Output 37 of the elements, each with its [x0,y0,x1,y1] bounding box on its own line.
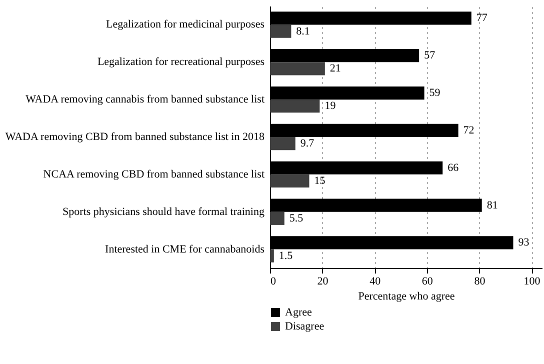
data-label: 77 [476,12,488,24]
data-label: 5.5 [289,212,304,224]
x-tick-label: 20 [317,276,329,288]
bar [270,100,320,113]
data-label: 66 [448,162,460,174]
x-tick-label: 60 [422,276,434,288]
data-label: 15 [314,174,326,187]
y-tick-label: Legalization for medicinal purposes [106,18,264,31]
bar [270,62,325,76]
y-tick-label: WADA removing cannabis from banned substance list [26,94,264,106]
data-label: 93 [518,236,530,249]
x-axis-title: Percentage who agree [358,290,455,302]
data-label: 1.5 [278,250,294,262]
data-label: 9.7 [300,138,315,150]
legend-label: Disagree [285,320,324,332]
y-tick-label: NCAA removing CBD from banned substance list [43,168,264,180]
y-tick-label: WADA removing CBD from banned substance list in 2018 [5,131,265,143]
data-label: 8.1 [296,25,310,38]
y-tick-label: Sports physicians should have formal training [62,206,265,218]
legend-label: Agree [285,306,312,318]
data-label: 72 [463,124,474,136]
data-label: 19 [324,100,336,112]
y-tick-label: Legalization for recreational purposes [97,56,264,68]
bar [270,212,284,225]
data-label: 57 [424,50,436,62]
data-label: 21 [330,62,341,75]
x-tick-label: 40 [370,276,382,288]
bar [270,174,310,188]
bar [270,24,292,38]
y-tick-label: Interested in CME for cannabanoids [105,243,264,256]
x-tick-label: 0 [270,276,276,288]
data-label: 59 [429,87,441,100]
bar [270,249,274,262]
x-tick-label: 100 [524,276,541,288]
bar [270,137,296,150]
data-label: 81 [486,199,498,212]
x-tick-label: 80 [474,276,486,288]
